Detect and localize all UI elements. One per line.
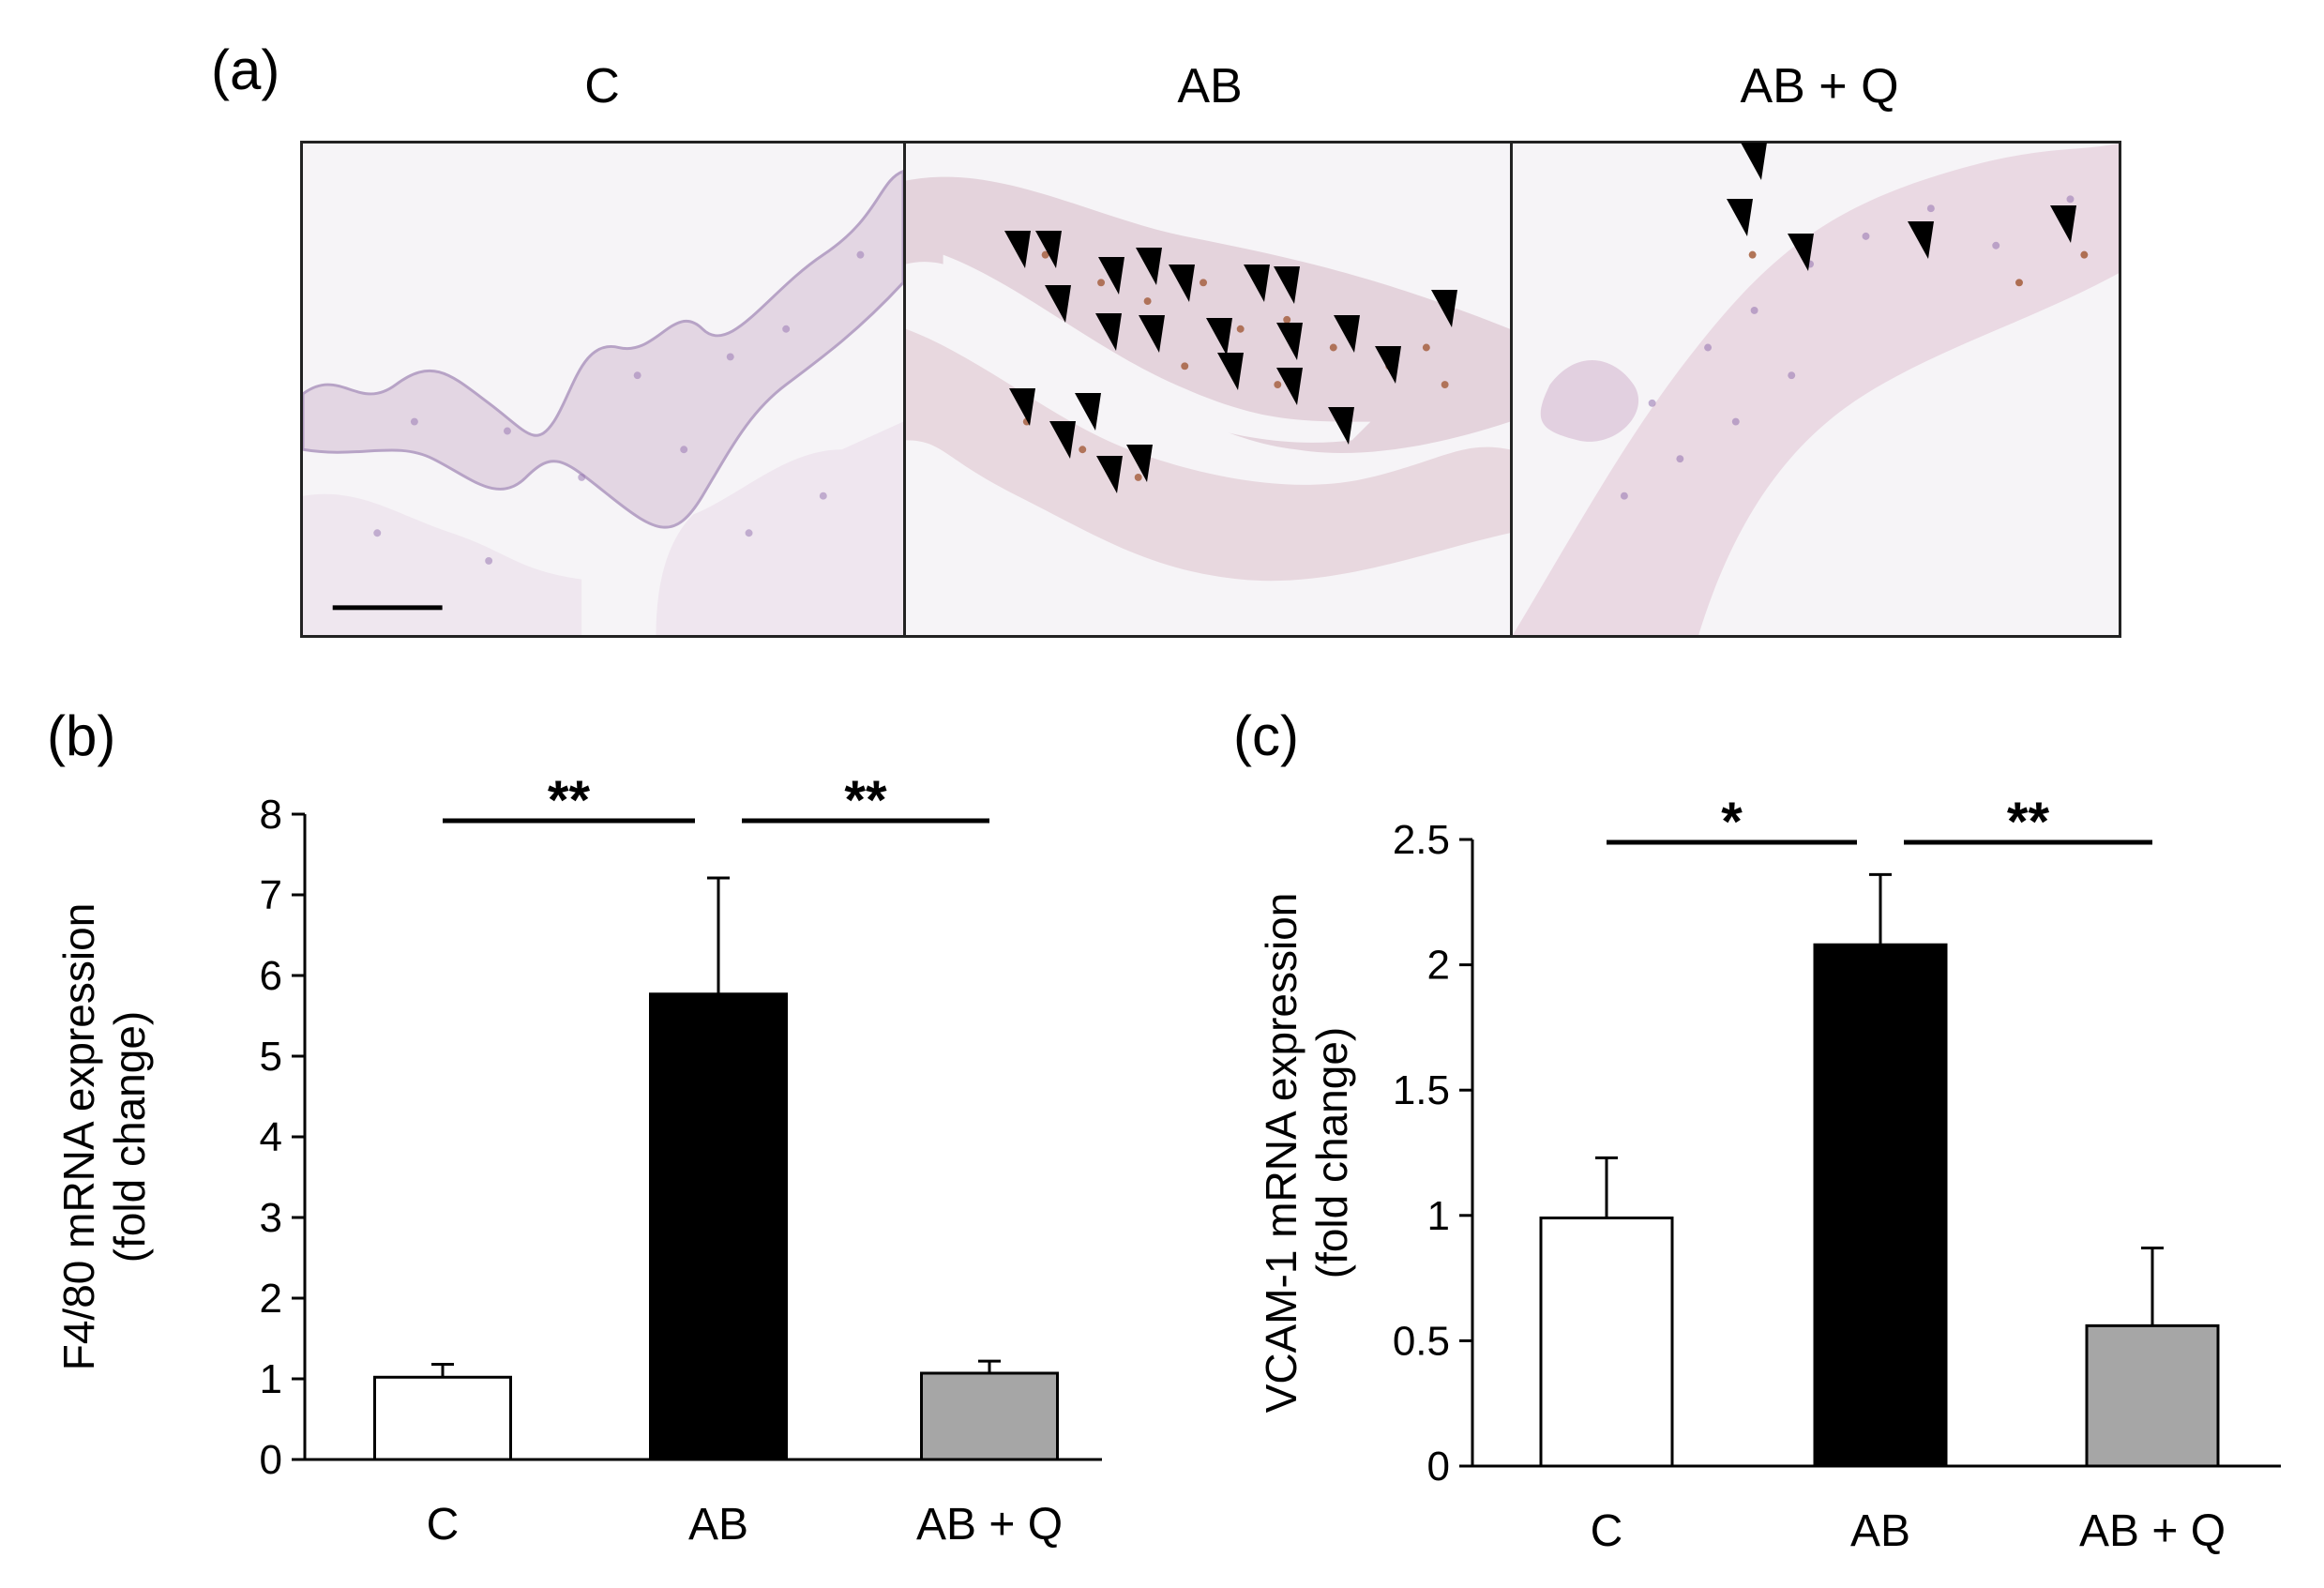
y-tick-label: 2	[1427, 943, 1450, 989]
image-title-ab-q: AB + Q	[1740, 59, 1899, 113]
bar-chart-f4-80: 0 1 2 3 4 5 6 7 8 F4/80 mRNA expression (fold chan…	[54, 770, 1102, 1550]
y-tick-label: 6	[260, 953, 282, 999]
significance-label: *	[1721, 792, 1743, 853]
significance-label: **	[548, 770, 591, 831]
bar-c	[373, 1375, 512, 1461]
micrograph-ab-q-drawing	[1513, 144, 2119, 635]
micrograph-ab-drawing	[906, 144, 1510, 635]
y-tick-label: 4	[260, 1114, 282, 1160]
x-tick-label: AB + Q	[916, 1500, 1063, 1550]
y-tick-label: 0.5	[1393, 1318, 1450, 1364]
x-tick-label: C	[1591, 1506, 1623, 1556]
image-title-c: C	[584, 59, 620, 113]
x-tick-label: AB + Q	[2079, 1506, 2226, 1556]
micrograph-ab-q	[1510, 141, 2121, 638]
micrograph-ab	[903, 141, 1513, 638]
bar-ab	[1813, 943, 1948, 1468]
bar-c	[1539, 1216, 1674, 1468]
panel-a-letter: (a)	[211, 38, 280, 101]
bar-ab	[649, 992, 788, 1461]
y-axis-label-line: (fold change)	[1307, 1027, 1356, 1279]
y-tick-label: 0	[260, 1437, 282, 1483]
y-tick-label: 2.5	[1393, 817, 1450, 863]
y-tick-label: 1.5	[1393, 1067, 1450, 1113]
y-tick-label: 3	[260, 1195, 282, 1241]
bar-chart-vcam-1: 0 0.5 1 1.5 2 2.5 VCAM-1 mRNA expression (fold …	[1257, 792, 2281, 1556]
panel-b-letter: (b)	[47, 704, 116, 767]
y-tick-label: 1	[1427, 1193, 1450, 1239]
scale-bar	[332, 605, 443, 611]
panel-c-letter: (c)	[1233, 704, 1299, 767]
y-axis-label-line: (fold change)	[105, 1011, 154, 1263]
x-tick-label: C	[427, 1500, 460, 1550]
y-tick-label: 0	[1427, 1444, 1450, 1490]
y-tick-label: 8	[260, 792, 282, 838]
micrograph-c	[300, 141, 906, 638]
image-title-ab: AB	[1177, 59, 1243, 113]
micrograph-c-drawing	[303, 144, 903, 635]
x-tick-label: AB	[688, 1500, 748, 1550]
y-tick-label: 5	[260, 1034, 282, 1080]
significance-label: **	[2007, 792, 2050, 853]
bar-ab-q	[920, 1371, 1059, 1461]
y-tick-label: 7	[260, 872, 282, 918]
y-tick-label: 1	[260, 1356, 282, 1402]
bar-ab-q	[2085, 1323, 2220, 1468]
x-tick-label: AB	[1850, 1506, 1910, 1556]
y-axis-label-line: F4/80 mRNA expression	[54, 903, 103, 1371]
significance-label: **	[844, 770, 887, 831]
y-tick-label: 2	[260, 1276, 282, 1322]
y-axis-label-line: VCAM-1 mRNA expression	[1257, 893, 1305, 1414]
